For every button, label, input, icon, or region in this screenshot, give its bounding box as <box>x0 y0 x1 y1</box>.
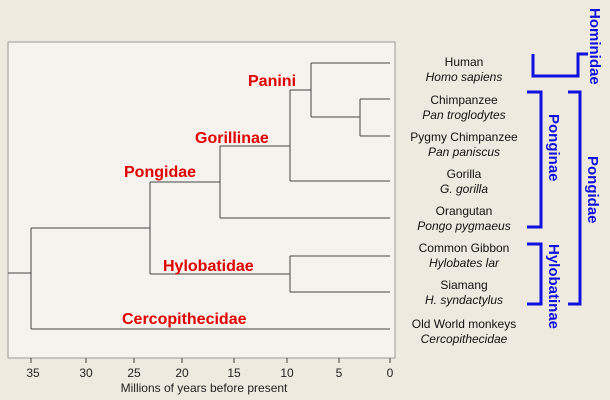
group-label-hominidae: Hominidae <box>586 8 603 85</box>
taxon-common-name: Orangutan <box>436 204 493 218</box>
x-axis: 35 30 25 20 15 10 5 0 Millions of years … <box>26 358 394 395</box>
plot-frame <box>7 41 396 359</box>
clade-labels: Panini Gorillinae Pongidae Hylobatidae C… <box>122 73 296 328</box>
clade-label-hylobatidae: Hylobatidae <box>163 258 254 275</box>
axis-title: Millions of years before present <box>121 381 288 395</box>
clade-label-panini: Panini <box>248 73 296 90</box>
taxon-scientific-name: Hylobates lar <box>429 256 500 270</box>
group-label-pongidae: Pongidae <box>584 156 601 224</box>
tree-branches <box>8 62 390 330</box>
taxon-common-name: Pygmy Chimpanzee <box>410 130 518 144</box>
bracket-pongidae <box>568 90 582 306</box>
axis-tick-label: 15 <box>227 366 241 380</box>
axis-tick-label: 0 <box>387 366 394 380</box>
taxon-labels: Human Homo sapiens Chimpanzee Pan troglo… <box>410 55 518 346</box>
taxon-scientific-name: G. gorilla <box>440 182 488 196</box>
group-labels: Hominidae Ponginae Hylobatinae Pongidae <box>545 8 603 329</box>
taxon-common-name: Chimpanzee <box>430 93 498 107</box>
axis-tick-label: 25 <box>127 366 141 380</box>
taxon-scientific-name: H. syndactylus <box>425 293 503 307</box>
taxon-scientific-name: Pongo pygmaeus <box>417 219 510 233</box>
taxon-scientific-name: Pan paniscus <box>428 145 500 159</box>
axis-tick-label: 30 <box>79 366 93 380</box>
group-label-hylobatinae: Hylobatinae <box>545 244 562 329</box>
axis-tick-label: 35 <box>26 366 40 380</box>
taxon-scientific-name: Cercopithecidae <box>421 332 508 346</box>
group-brackets <box>527 52 588 306</box>
clade-label-gorillinae: Gorillinae <box>195 130 269 147</box>
bracket-hylobatinae <box>527 242 543 306</box>
axis-tick-label: 5 <box>336 366 343 380</box>
taxon-common-name: Siamang <box>440 278 487 292</box>
bracket-ponginae <box>527 90 543 229</box>
bracket-hominidae <box>531 52 588 78</box>
taxon-common-name: Gorilla <box>447 167 482 181</box>
axis-tick-label: 10 <box>280 366 294 380</box>
clade-label-cercopithecidae: Cercopithecidae <box>122 311 247 328</box>
taxon-scientific-name: Homo sapiens <box>426 70 503 84</box>
taxon-common-name: Old World monkeys <box>412 317 516 331</box>
axis-tick-label: 20 <box>175 366 189 380</box>
taxon-scientific-name: Pan troglodytes <box>422 108 505 122</box>
group-label-ponginae: Ponginae <box>545 114 562 182</box>
clade-label-pongidae: Pongidae <box>124 164 196 181</box>
taxon-common-name: Common Gibbon <box>419 241 510 255</box>
taxon-common-name: Human <box>445 55 484 69</box>
